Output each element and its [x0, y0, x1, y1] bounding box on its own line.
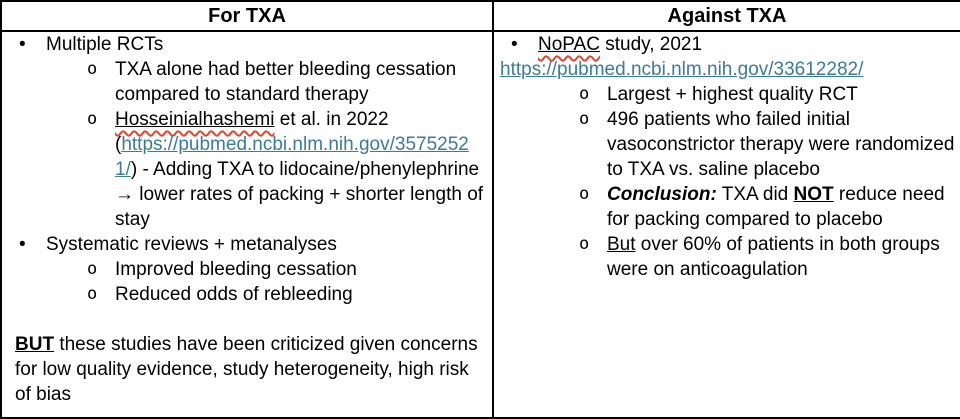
list-item-text: Reduced odds of rebleeding [115, 284, 353, 305]
criticism-paragraph: BUT these studies have been criticized g… [2, 332, 492, 407]
circle-bullet-icon: o [87, 109, 98, 129]
circle-bullet-icon: o [579, 109, 590, 129]
emphasis-conclusion: Conclusion: [607, 184, 717, 205]
bullet-icon: • [19, 234, 26, 255]
list-item-largest-rct: o Largest + highest quality RCT [494, 82, 960, 107]
bullet-icon: • [19, 34, 26, 55]
list-item-text: Multiple RCTs [46, 34, 164, 55]
pubmed-link-35752521[interactable]: https://pubmed.ncbi.nlm.nih.gov/35752521… [115, 134, 469, 180]
bullet-icon: • [511, 34, 518, 55]
list-item-text: ( [115, 134, 122, 155]
emphasis-but-2: But [607, 234, 636, 255]
list-item-text: over 60% of patients in both groups were… [607, 234, 940, 280]
circle-bullet-icon: o [579, 234, 590, 254]
paragraph-text: these studies have been criticized given… [15, 334, 478, 405]
header-row: For TXA Against TXA [0, 0, 960, 32]
list-item-text: ) - Adding TXA to lidocaine/phenylephrin… [115, 159, 484, 230]
emphasis-but: BUT [15, 334, 55, 355]
circle-bullet-icon: o [87, 259, 98, 279]
column-header-against-txa: Against TXA [492, 0, 960, 32]
list-item-nopac-study: • NoPAC study, 2021 [494, 32, 960, 57]
list-item-text: 496 patients who failed initial vasocons… [607, 109, 955, 180]
circle-bullet-icon: o [87, 59, 98, 79]
list-item-text: Improved bleeding cessation [115, 259, 357, 280]
circle-bullet-icon: o [579, 84, 590, 104]
list-item-systematic-reviews: • Systematic reviews + metanalyses [2, 232, 492, 257]
body-row: • Multiple RCTs o TXA alone had better ble… [0, 30, 960, 419]
list-item-reduced-rebleeding: o Reduced odds of rebleeding [2, 282, 492, 307]
cell-for-txa: • Multiple RCTs o TXA alone had better ble… [0, 30, 494, 419]
column-header-for-txa: For TXA [0, 0, 494, 32]
nopac-link-line: https://pubmed.ncbi.nlm.nih.gov/33612282… [494, 57, 960, 82]
cell-against-txa: • NoPAC study, 2021 https://pubmed.ncbi.n… [492, 30, 960, 419]
list-item-conclusion: o Conclusion: TXA did NOT reduce need for… [494, 182, 960, 232]
list-item-text: TXA did [716, 184, 794, 205]
pubmed-link-33612282[interactable]: https://pubmed.ncbi.nlm.nih.gov/33612282… [500, 59, 864, 80]
list-item-hosseinialhashemi: o Hosseinialhashemi et al. in 2022 (https… [2, 107, 492, 232]
list-item-anticoagulation: o But over 60% of patients in both groups… [494, 232, 960, 282]
list-item-496-patients: o 496 patients who failed initial vasocon… [494, 107, 960, 182]
list-item-text: et al. in 2022 [274, 109, 389, 130]
list-item-text: Largest + highest quality RCT [607, 84, 858, 105]
blank-line [2, 307, 492, 332]
circle-bullet-icon: o [579, 184, 590, 204]
misspelled-word: NoPAC [538, 34, 600, 55]
list-item-text: study, 2021 [599, 34, 703, 55]
list-item-multiple-rcts: • Multiple RCTs [2, 32, 492, 57]
emphasis-not: NOT [793, 184, 834, 205]
list-item-text: Systematic reviews + metanalyses [46, 234, 337, 255]
misspelled-word: Hosseinialhashemi [115, 109, 275, 130]
circle-bullet-icon: o [87, 284, 98, 304]
list-item-text: reduce need for packing compared to plac… [607, 184, 945, 230]
list-item-text: TXA alone had better bleeding cessation … [115, 59, 457, 105]
list-item-improved-bleeding: o Improved bleeding cessation [2, 257, 492, 282]
list-item-txa-alone: o TXA alone had better bleeding cessation… [2, 57, 492, 107]
